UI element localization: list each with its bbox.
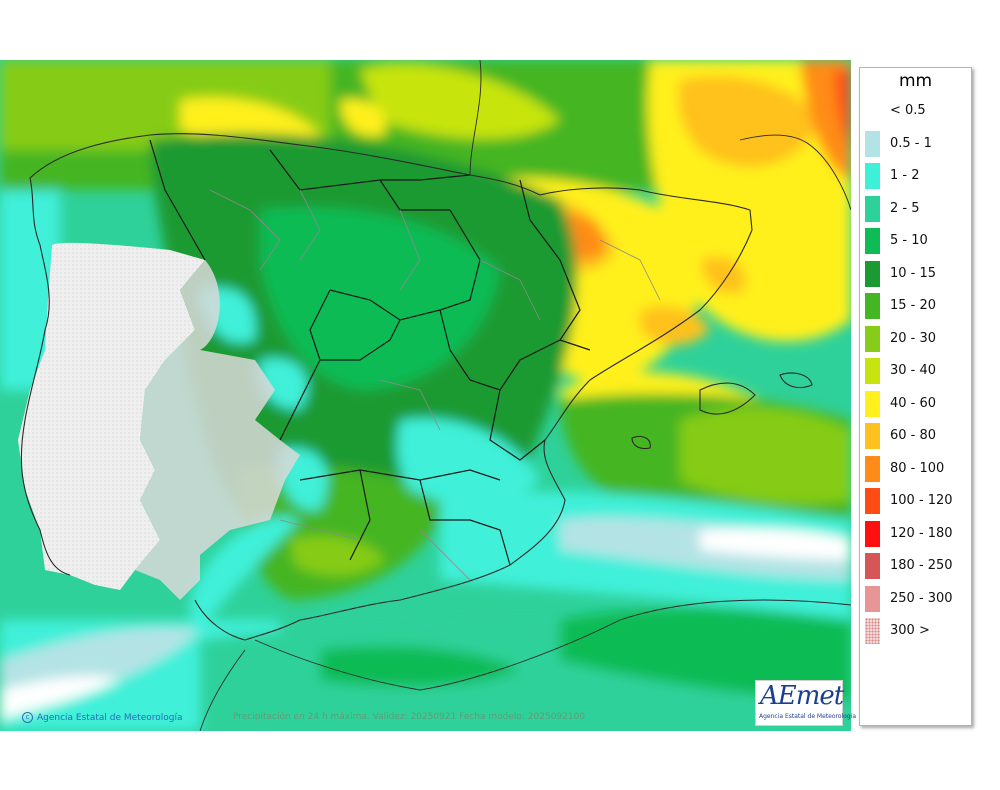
credit: c Agencia Estatal de Meteorología — [22, 712, 183, 723]
legend-item: 180 - 250 — [860, 553, 971, 579]
legend-label: 2 - 5 — [890, 200, 920, 216]
legend-label: < 0.5 — [890, 103, 926, 118]
legend-swatch — [865, 585, 880, 612]
precip-field — [0, 60, 851, 731]
legend-label: 40 - 60 — [890, 395, 937, 411]
coastlines — [20, 60, 851, 731]
legend-item: 80 - 100 — [860, 455, 971, 482]
legend-item: 40 - 60 — [860, 390, 971, 417]
precipitation-map — [0, 60, 851, 731]
legend-swatch — [865, 520, 880, 547]
legend-item: 0.5 - 1 — [860, 130, 971, 157]
legend-label: 0.5 - 1 — [890, 135, 932, 151]
legend-label: 5 - 10 — [890, 233, 928, 248]
legend-label: 180 - 250 — [890, 558, 953, 573]
legend-label: 20 - 30 — [890, 330, 937, 346]
legend-label: 300 > — [890, 623, 930, 638]
legend-swatch — [865, 423, 880, 449]
legend-label: 60 - 80 — [890, 428, 937, 443]
copyright-icon: c — [22, 712, 33, 723]
legend-label: 250 - 300 — [890, 590, 953, 606]
legend: mm < 0.5 0.5 - 1 1 - 2 2 - 5 5 - 10 10 - 15 15… — [859, 67, 972, 726]
legend-swatch — [865, 130, 880, 157]
legend-item: < 0.5 — [860, 98, 971, 124]
legend-label: 100 - 120 — [890, 493, 953, 508]
legend-item: 2 - 5 — [860, 195, 971, 222]
legend-item: 1 - 2 — [860, 163, 971, 189]
legend-swatch — [865, 325, 880, 352]
legend-item: 20 - 30 — [860, 325, 971, 352]
legend-item: 120 - 180 — [860, 520, 971, 547]
legend-label: 30 - 40 — [890, 363, 937, 378]
legend-label: 15 - 20 — [890, 298, 937, 313]
legend-swatch — [865, 553, 880, 579]
legend-swatch — [865, 98, 880, 124]
logo-subtitle: Agencia Estatal de Meteorología — [759, 713, 856, 720]
province-borders — [209, 189, 661, 581]
legend-swatch — [865, 488, 880, 514]
legend-swatch — [865, 293, 880, 319]
legend-swatch — [865, 163, 880, 189]
legend-swatch — [865, 390, 880, 417]
western-spain-gray — [135, 260, 300, 600]
portugal-gray — [18, 242, 205, 590]
legend-swatch — [865, 455, 880, 482]
aemet-logo: AEmet Agencia Estatal de Meteorología — [755, 680, 856, 726]
map-caption: Precipitación en 24 h máxima. Validez: 2… — [233, 712, 586, 722]
legend-item: 250 - 300 — [860, 585, 971, 612]
legend-item: 15 - 20 — [860, 293, 971, 319]
legend-item: 100 - 120 — [860, 488, 971, 514]
legend-item: 5 - 10 — [860, 228, 971, 254]
legend-item: 30 - 40 — [860, 358, 971, 384]
legend-item: 10 - 15 — [860, 260, 971, 287]
legend-unit: mm — [898, 71, 933, 91]
legend-label: 120 - 180 — [890, 525, 953, 541]
credit-text: Agencia Estatal de Meteorología — [37, 713, 183, 723]
legend-label: 80 - 100 — [890, 460, 945, 476]
legend-swatch — [865, 358, 880, 384]
legend-item: 60 - 80 — [860, 423, 971, 449]
logo-wordmark: AEmet — [760, 681, 844, 711]
legend-item: 300 > — [860, 618, 971, 644]
regional-borders — [149, 139, 591, 566]
legend-swatch — [865, 228, 880, 254]
legend-label: 1 - 2 — [890, 168, 920, 183]
legend-label: 10 - 15 — [890, 265, 937, 281]
legend-swatch — [865, 618, 880, 644]
legend-swatch — [865, 195, 880, 222]
legend-swatch — [865, 260, 880, 287]
